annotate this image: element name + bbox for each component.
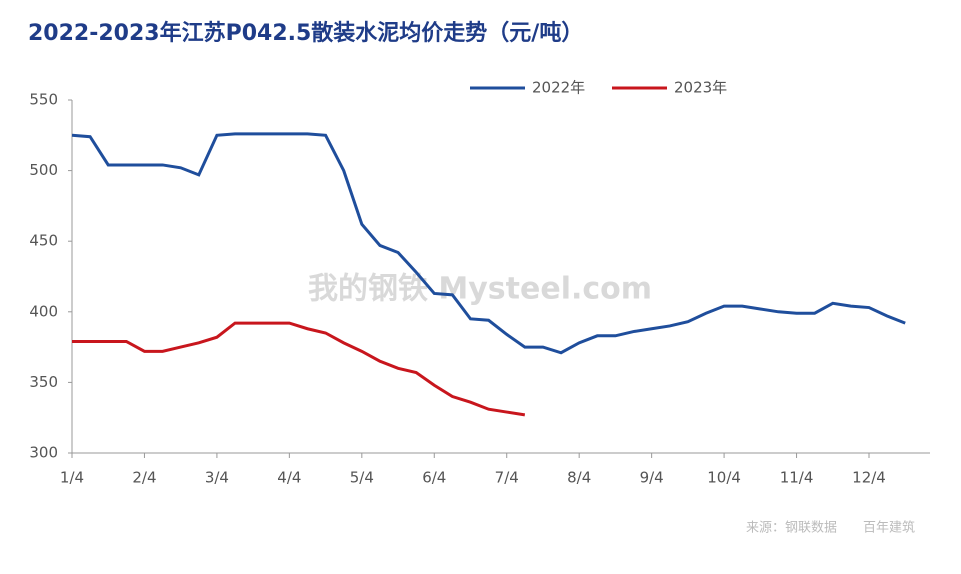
y-tick-label: 500 bbox=[29, 161, 58, 179]
chart-title: 2022-2023年江苏P042.5散装水泥均价走势（元/吨） bbox=[28, 20, 583, 46]
y-tick-label: 300 bbox=[29, 444, 58, 462]
x-tick-label: 3/4 bbox=[205, 469, 229, 487]
line bbox=[71, 132, 906, 355]
x-tick-label: 12/4 bbox=[852, 469, 886, 487]
y-tick-label: 550 bbox=[29, 91, 58, 109]
y-tick-label: 400 bbox=[29, 302, 58, 320]
legend-label: 2023年 bbox=[674, 79, 727, 97]
watermark: 我的钢铁 Mysteel.com bbox=[308, 272, 652, 307]
line bbox=[72, 321, 526, 417]
x-tick-label: 5/4 bbox=[350, 469, 374, 487]
legend-label: 2022年 bbox=[532, 79, 585, 97]
source: 来源：钢联数据 百年建筑 bbox=[746, 520, 915, 536]
y-tick-label: 450 bbox=[29, 232, 58, 250]
y-tick-label: 350 bbox=[29, 373, 58, 391]
x-tick-label: 8/4 bbox=[567, 469, 591, 487]
x-tick-label: 7/4 bbox=[495, 469, 519, 487]
x-tick-label: 10/4 bbox=[707, 469, 741, 487]
x-tick-label: 6/4 bbox=[422, 469, 446, 487]
x-tick-label: 1/4 bbox=[60, 469, 84, 487]
x-tick-label: 4/4 bbox=[277, 469, 301, 487]
x-tick-label: 9/4 bbox=[640, 469, 664, 487]
x-tick-label: 2/4 bbox=[132, 469, 156, 487]
x-tick-label: 11/4 bbox=[780, 469, 814, 487]
